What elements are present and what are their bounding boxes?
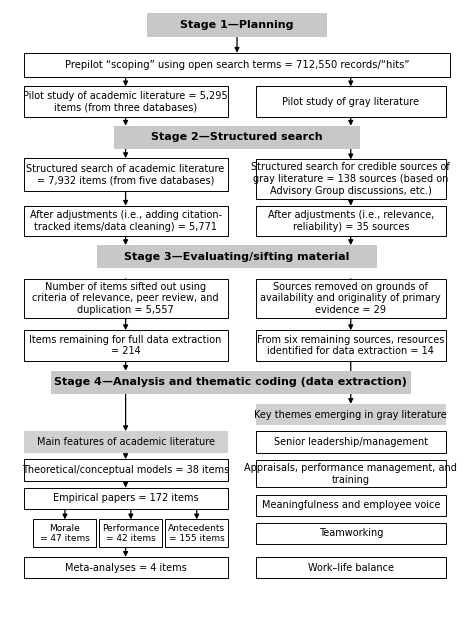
Text: Stage 4—Analysis and thematic coding (data extraction): Stage 4—Analysis and thematic coding (da… [55,377,407,387]
FancyBboxPatch shape [24,330,228,361]
Text: Stage 1—Planning: Stage 1—Planning [180,20,294,30]
FancyBboxPatch shape [256,431,446,453]
FancyBboxPatch shape [256,159,446,199]
Text: Stage 3—Evaluating/sifting material: Stage 3—Evaluating/sifting material [124,251,350,262]
Text: Prepilot “scoping” using open search terms = 712,550 records/“hits”: Prepilot “scoping” using open search ter… [65,60,409,70]
Text: Meta-analyses = 4 items: Meta-analyses = 4 items [65,563,186,573]
Text: From six remaining sources, resources
identified for data extraction = 14: From six remaining sources, resources id… [257,335,445,356]
Text: Number of items sifted out using
criteria of relevance, peer review, and
duplica: Number of items sifted out using criteri… [32,282,219,315]
Text: Items remaining for full data extraction
= 214: Items remaining for full data extraction… [29,335,222,356]
FancyBboxPatch shape [51,371,411,394]
Text: After adjustments (i.e., relevance,
reliability) = 35 sources: After adjustments (i.e., relevance, reli… [267,210,434,232]
Text: Theoretical/conceptual models = 38 items: Theoretical/conceptual models = 38 items [22,465,229,475]
FancyBboxPatch shape [256,279,446,318]
FancyBboxPatch shape [24,158,228,191]
Text: Empirical papers = 172 items: Empirical papers = 172 items [53,493,199,504]
Text: Pilot study of gray literature: Pilot study of gray literature [282,97,419,107]
Text: Key themes emerging in gray literature: Key themes emerging in gray literature [255,410,447,420]
FancyBboxPatch shape [147,13,327,37]
Text: Structured search for credible sources of
gray literature = 138 sources (based o: Structured search for credible sources o… [251,163,450,196]
Text: Sources removed on grounds of
availability and originality of primary
evidence =: Sources removed on grounds of availabili… [260,282,441,315]
FancyBboxPatch shape [256,330,446,361]
Text: After adjustments (i.e., adding citation-
tracked items/data cleaning) = 5,771: After adjustments (i.e., adding citation… [29,210,222,232]
FancyBboxPatch shape [165,519,228,547]
FancyBboxPatch shape [24,206,228,236]
Text: Teamworking: Teamworking [319,528,383,538]
FancyBboxPatch shape [24,279,228,318]
FancyBboxPatch shape [24,53,450,77]
FancyBboxPatch shape [97,245,377,268]
FancyBboxPatch shape [24,557,228,578]
FancyBboxPatch shape [24,431,228,453]
Text: Performance
= 42 items: Performance = 42 items [102,524,160,543]
Text: Structured search of academic literature
= 7,932 items (from five databases): Structured search of academic literature… [27,164,225,185]
FancyBboxPatch shape [256,523,446,544]
FancyBboxPatch shape [114,126,360,149]
FancyBboxPatch shape [256,495,446,516]
FancyBboxPatch shape [256,460,446,487]
Text: Pilot study of academic literature = 5,295
items (from three databases): Pilot study of academic literature = 5,2… [23,91,228,112]
Text: Work–life balance: Work–life balance [308,563,394,573]
FancyBboxPatch shape [256,557,446,578]
FancyBboxPatch shape [256,206,446,236]
FancyBboxPatch shape [24,86,228,117]
Text: Meaningfulness and employee voice: Meaningfulness and employee voice [262,500,440,511]
FancyBboxPatch shape [256,404,446,425]
Text: Appraisals, performance management, and
training: Appraisals, performance management, and … [244,463,457,485]
Text: Main features of academic literature: Main features of academic literature [36,437,215,447]
FancyBboxPatch shape [256,86,446,117]
Text: Senior leadership/management: Senior leadership/management [273,437,428,447]
FancyBboxPatch shape [33,519,97,547]
FancyBboxPatch shape [100,519,162,547]
Text: Morale
= 47 items: Morale = 47 items [40,524,90,543]
Text: Stage 2—Structured search: Stage 2—Structured search [151,132,323,142]
FancyBboxPatch shape [24,459,228,481]
FancyBboxPatch shape [24,488,228,509]
Text: Antecedents
= 155 items: Antecedents = 155 items [168,524,225,543]
